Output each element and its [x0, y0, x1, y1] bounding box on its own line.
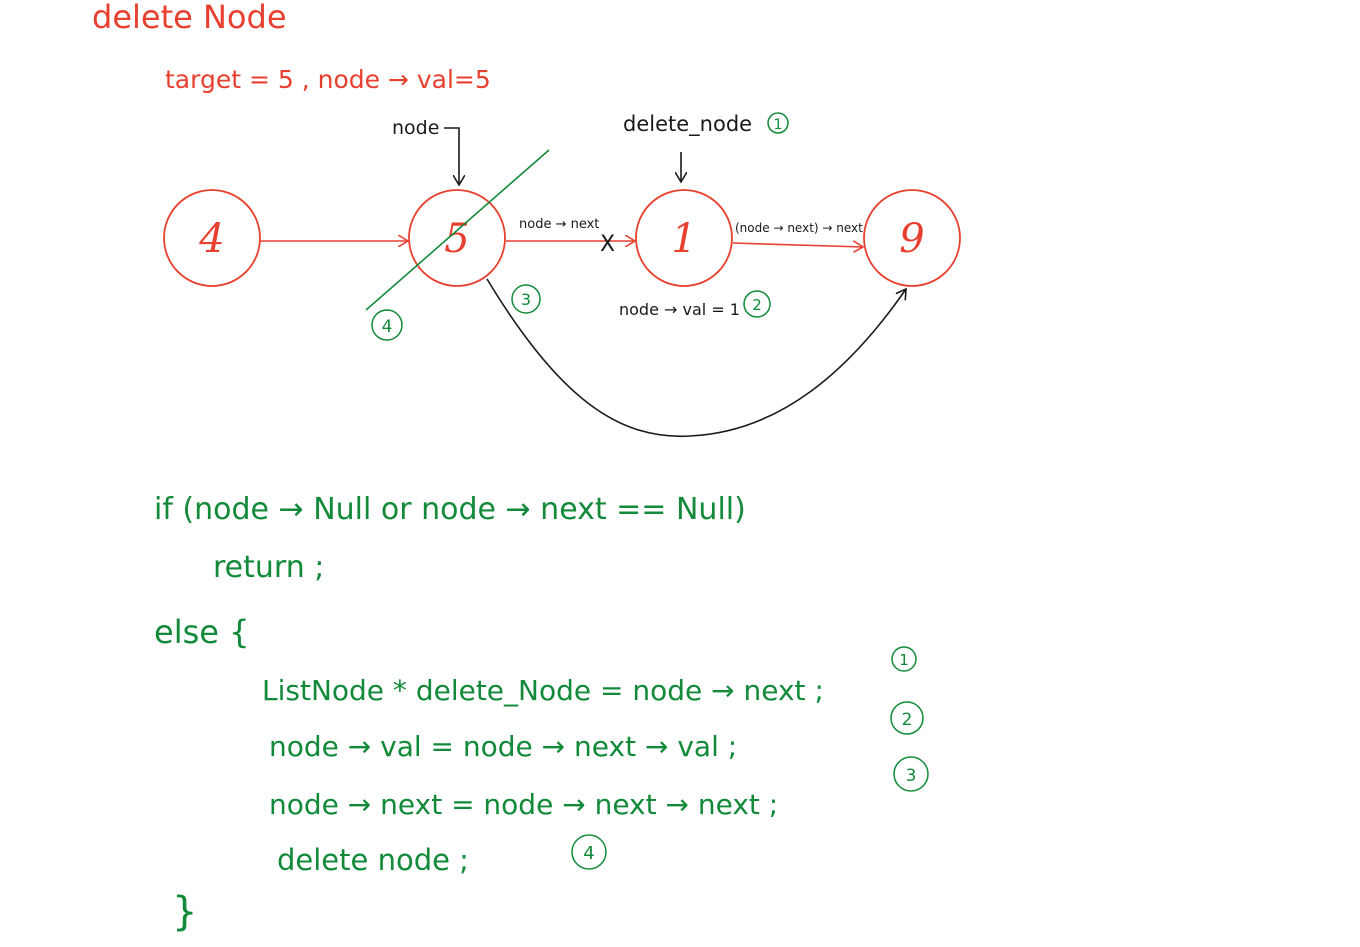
list-node: 5 — [408, 189, 506, 287]
edge-node-next-label: node → next — [519, 217, 599, 232]
node-pointer-label: node — [392, 117, 439, 139]
code-return-line: return ; — [213, 550, 324, 585]
svg-text:2: 2 — [902, 710, 913, 730]
edge-node-next-next-label: (node → next) → next — [735, 221, 863, 235]
code-else-line: else { — [154, 613, 249, 651]
delete-node-pointer-label: delete_node — [623, 112, 752, 137]
edge-1-to-9 — [732, 243, 863, 247]
list-node: 9 — [863, 189, 961, 287]
svg-text:9: 9 — [899, 216, 924, 262]
code-step-badge-4: 4 — [571, 834, 607, 870]
code-line-4: delete node ; — [277, 843, 469, 877]
code-step-badge-3: 3 — [893, 756, 929, 792]
code-step-badge-1: 1 — [891, 646, 917, 672]
svg-text:1: 1 — [671, 216, 696, 262]
step-badge-4: 4 — [371, 309, 403, 341]
target-condition: target = 5 , node → val=5 — [165, 65, 491, 94]
code-line-2: node → val = node → next → val ; — [269, 730, 737, 763]
step-badge-1: 1 — [767, 112, 789, 134]
svg-text:3: 3 — [906, 766, 917, 786]
svg-text:2: 2 — [752, 296, 762, 314]
svg-text:4: 4 — [583, 843, 594, 864]
svg-text:1: 1 — [899, 651, 909, 669]
code-if-line: if (node → Null or node → next == Null) — [154, 492, 746, 527]
code-line-1: ListNode * delete_Node = node → next ; — [262, 674, 824, 707]
svg-text:4: 4 — [382, 317, 393, 337]
delete-strike-line — [365, 149, 550, 311]
svg-text:3: 3 — [521, 290, 531, 309]
broken-link-mark: X — [600, 232, 615, 257]
val-assign-label: node → val = 1 — [619, 300, 740, 319]
step-badge-3: 3 — [511, 284, 541, 314]
diagram-title: delete Node — [92, 0, 287, 36]
code-line-3: node → next = node → next → next ; — [269, 788, 778, 821]
bypass-link-curve — [486, 278, 906, 438]
svg-text:1: 1 — [774, 117, 783, 133]
step-badge-2: 2 — [743, 290, 771, 318]
list-node: 1 — [635, 189, 733, 287]
node-pointer-arrow — [444, 127, 459, 185]
list-node: 4 — [163, 189, 261, 287]
code-step-badge-2: 2 — [890, 701, 924, 735]
code-close-brace: } — [172, 889, 197, 935]
svg-text:4: 4 — [198, 216, 224, 262]
